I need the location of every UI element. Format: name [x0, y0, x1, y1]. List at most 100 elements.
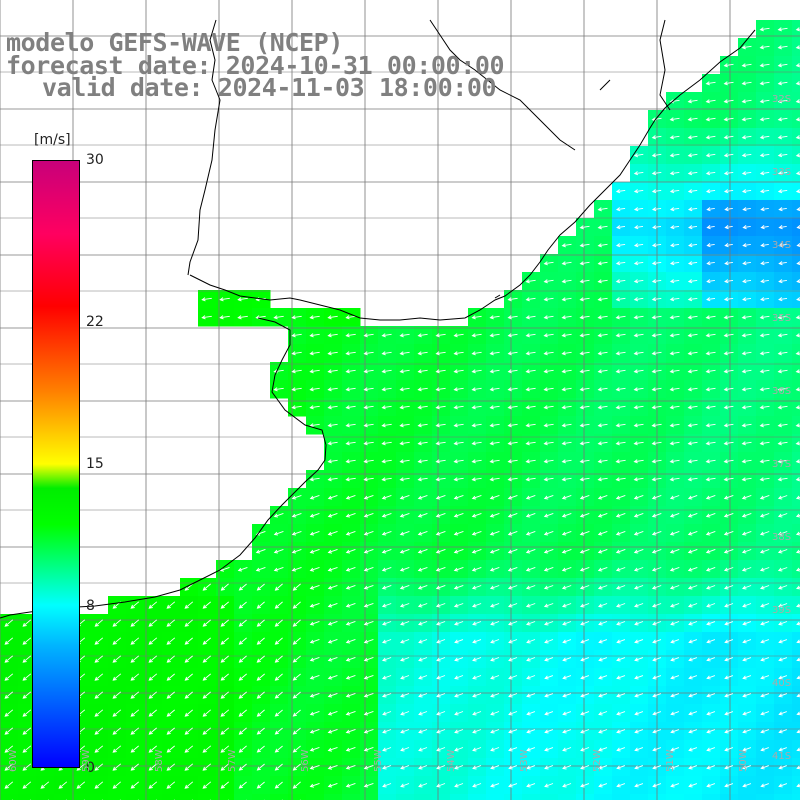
wind-arrow: [633, 567, 644, 572]
wind-arrow: [382, 783, 392, 788]
wind-arrow: [777, 333, 788, 338]
wind-arrow: [687, 548, 698, 554]
wind-arrow: [471, 585, 482, 590]
wind-arrow: [706, 783, 716, 788]
wind-arrow: [292, 619, 301, 627]
wind-arrow: [742, 729, 752, 734]
wind-arrow: [561, 585, 572, 590]
wind-arrow: [687, 512, 698, 518]
wind-arrow: [616, 693, 626, 698]
wind-arrow: [363, 369, 374, 374]
wind-arrow: [616, 225, 626, 230]
wind-arrow: [418, 621, 428, 626]
wind-arrow: [453, 566, 464, 572]
wind-arrow: [417, 351, 428, 356]
wind-cell: [432, 794, 451, 800]
wind-arrow: [597, 351, 608, 356]
wind-arrow: [597, 405, 608, 410]
wind-arrow: [472, 675, 482, 680]
wind-arrow: [363, 638, 374, 644]
wind-arrow: [634, 783, 644, 788]
wind-arrow: [579, 512, 590, 518]
longitude-label: 60W: [8, 749, 19, 772]
wind-arrow: [777, 117, 788, 122]
wind-arrow: [381, 548, 392, 554]
wind-arrow: [130, 691, 140, 699]
wind-arrow: [184, 691, 193, 699]
wind-arrow: [112, 655, 122, 663]
wind-arrow: [597, 585, 608, 590]
wind-arrow: [580, 693, 590, 698]
wind-arrow: [508, 765, 518, 770]
wind-arrow: [292, 655, 301, 663]
wind-arrow: [399, 548, 410, 554]
wind-arrow: [597, 566, 608, 572]
wind-arrow: [543, 297, 554, 302]
wind-arrow: [652, 783, 662, 788]
wind-arrow: [508, 621, 518, 626]
wind-arrow: [796, 747, 800, 752]
valid-date: valid date: 2024-11-03 18:00:00: [42, 73, 497, 102]
longitude-label: 59W: [81, 749, 92, 772]
wind-arrow: [741, 153, 752, 158]
wind-arrow: [741, 189, 752, 194]
wind-arrow: [309, 405, 320, 410]
wind-arrow: [237, 315, 248, 320]
wind-arrow: [381, 459, 392, 464]
wind-arrow: [759, 135, 770, 140]
wind-arrow: [580, 621, 590, 626]
wind-cell: [486, 794, 505, 800]
wind-arrow: [309, 656, 320, 662]
wind-arrow: [490, 693, 500, 698]
wind-arrow: [795, 405, 800, 410]
wind-arrow: [399, 441, 410, 446]
latitude-label: 40S: [772, 678, 792, 689]
wind-arrow: [184, 709, 193, 717]
wind-arrow: [742, 243, 751, 248]
wind-arrow: [760, 225, 769, 230]
wind-arrow: [652, 675, 662, 680]
longitude-label: 56W: [300, 749, 311, 772]
wind-arrow: [291, 405, 302, 410]
wind-arrow: [417, 441, 428, 446]
wind-arrow: [687, 189, 698, 194]
wind-arrow: [22, 637, 32, 645]
wind-arrow: [292, 637, 301, 645]
wind-arrow: [777, 531, 788, 536]
wind-arrow: [363, 782, 374, 788]
wind-arrow: [705, 369, 716, 374]
wind-arrow: [130, 619, 140, 627]
wind-arrow: [363, 584, 374, 590]
wind-arrow: [309, 674, 320, 680]
wind-arrow: [345, 728, 356, 734]
wind-arrow: [561, 548, 572, 554]
wind-arrow: [472, 693, 482, 698]
wind-arrow: [417, 459, 428, 464]
wind-arrow: [292, 583, 301, 591]
wind-cell: [342, 794, 361, 800]
wind-arrow: [309, 548, 320, 554]
wind-arrow: [345, 459, 356, 464]
wind-arrow: [723, 297, 734, 302]
wind-arrow: [615, 530, 626, 536]
wind-cell: [414, 794, 433, 800]
wind-arrow: [706, 297, 716, 302]
wind-cell: [36, 794, 55, 800]
wind-arrow: [327, 638, 338, 644]
wind-arrow: [669, 387, 680, 392]
wind-arrow: [561, 369, 572, 374]
wind-arrow: [525, 279, 536, 284]
wind-arrow: [436, 639, 446, 644]
wind-arrow: [273, 512, 284, 518]
wind-arrow: [471, 548, 482, 554]
wind-arrow: [309, 387, 320, 392]
wind-arrow: [759, 459, 770, 464]
wind-arrow: [706, 279, 715, 284]
wind-arrow: [454, 675, 464, 680]
wind-arrow: [525, 297, 536, 302]
wind-arrow: [759, 171, 770, 176]
wind-arrow: [615, 279, 626, 284]
wind-arrow: [381, 584, 392, 590]
wind-arrow: [345, 656, 356, 662]
wind-arrow: [202, 691, 211, 699]
